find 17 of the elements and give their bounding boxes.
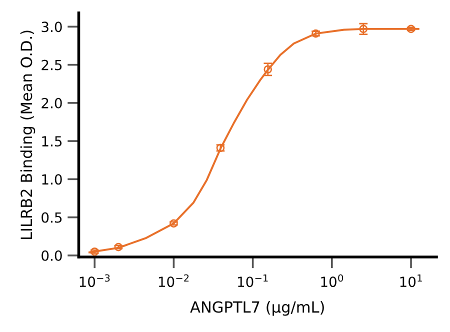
point [264,65,272,74]
point [406,24,416,34]
x-tick-label: 10$^{−2}$ [158,274,189,288]
x-tick-label: 10$^{0}$ [321,274,344,288]
y-tick-label: 1.5 [42,136,62,147]
y-tick-label: 1.0 [42,174,62,185]
y-tick-label: 3.0 [42,22,62,32]
y-tick-label: 0.0 [42,250,62,261]
x-axis-title: ANGPTL7 (µg/mL) [190,300,324,316]
y-axis-title: LILRB2 Binding (Mean O.D.) [20,30,36,240]
y-tick-label: 0.5 [42,212,62,223]
point [170,219,178,228]
y-tick-label: 2.0 [42,98,62,108]
x-tick-label: 10$^{−3}$ [80,274,110,288]
y-tick-label: 2.5 [42,60,62,70]
x-tick-label: 10$^{−1}$ [238,274,268,288]
x-tick-label: 10$^{1}$ [400,274,422,288]
